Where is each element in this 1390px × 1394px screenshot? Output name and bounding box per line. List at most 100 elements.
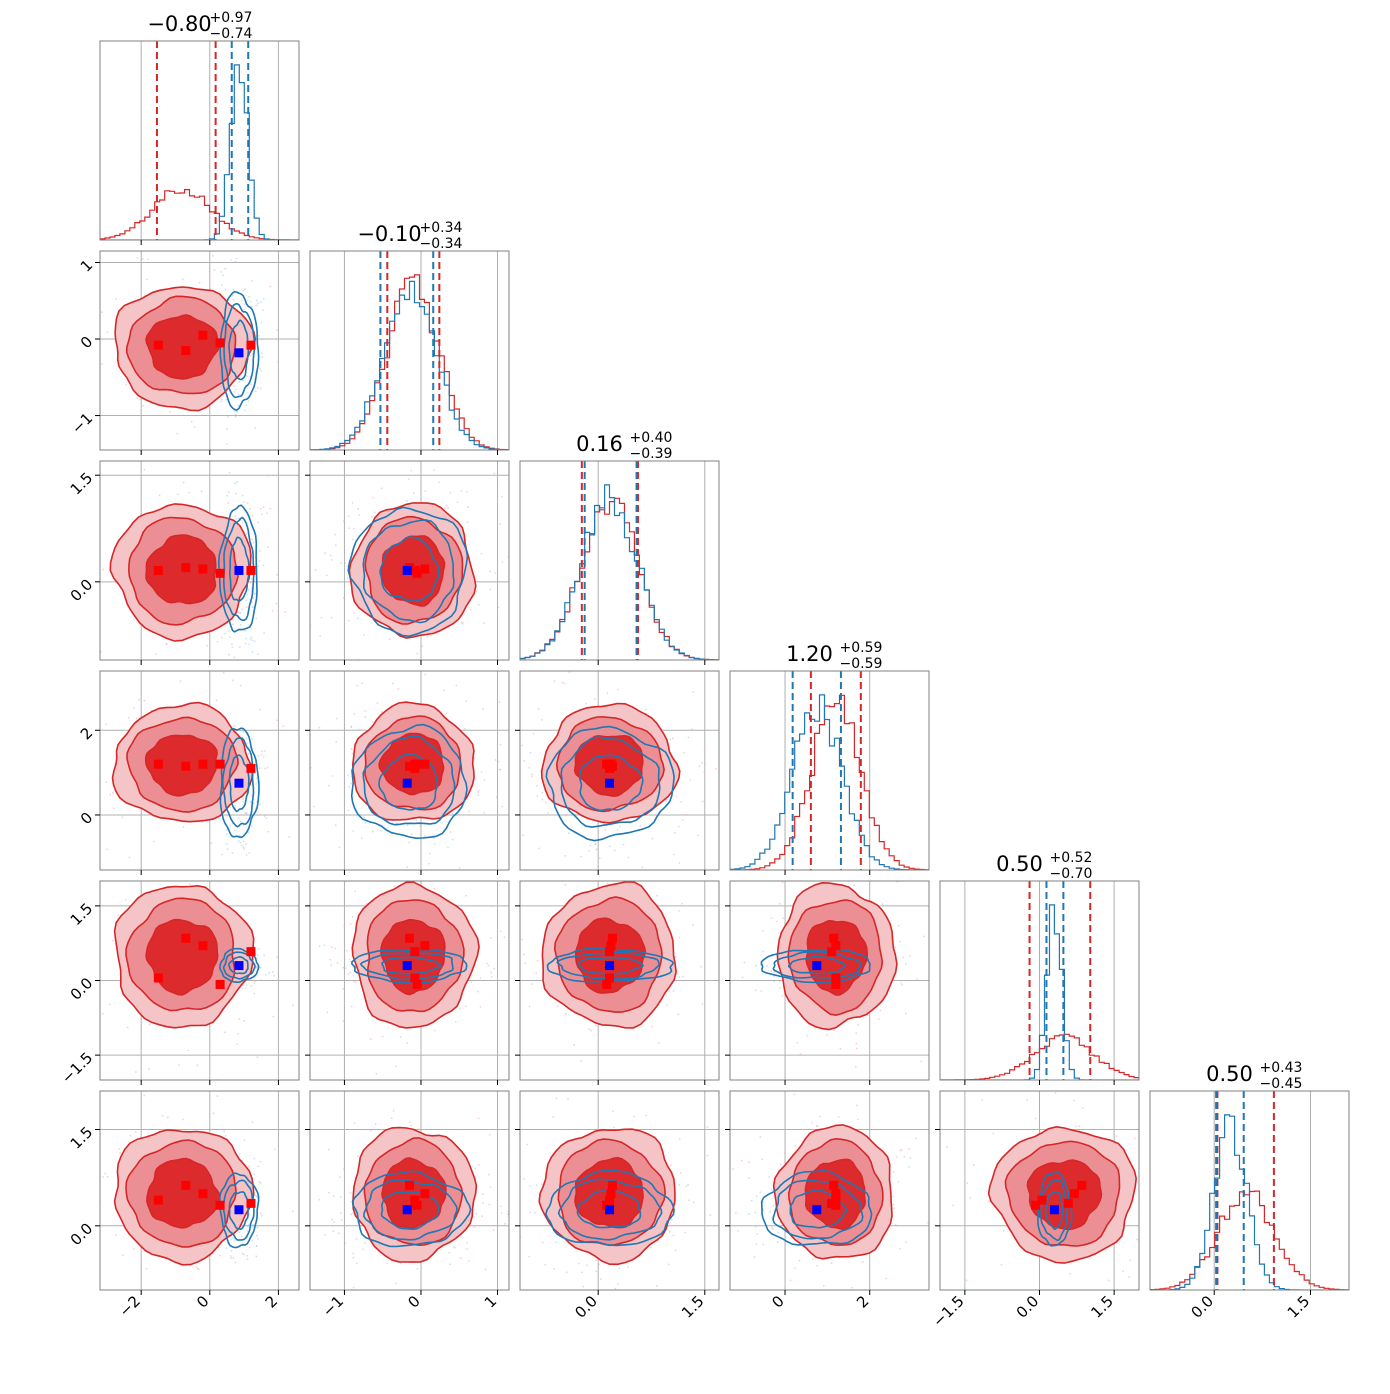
red-sample	[565, 1271, 568, 1274]
red-sample	[881, 903, 884, 905]
blue-sample	[260, 978, 263, 981]
blue-sample	[259, 301, 262, 304]
red-sample	[779, 1163, 782, 1165]
blue-sample	[830, 1262, 833, 1264]
red-sample	[684, 1231, 687, 1234]
red-sample	[208, 271, 211, 273]
red-sample	[460, 621, 463, 624]
red-sample	[701, 762, 703, 764]
red-sample	[134, 1071, 137, 1073]
blue-contour-line	[347, 506, 469, 638]
red-sample	[606, 882, 609, 885]
red-sample	[353, 865, 355, 867]
histogram-panel: −0.80+0.97−0.74	[99, 10, 300, 245]
red-sample	[564, 1012, 567, 1015]
red-sample	[353, 611, 355, 614]
red-sample	[904, 1012, 907, 1015]
red-sample	[181, 278, 184, 281]
blue-sample	[434, 842, 437, 845]
red-sample	[364, 710, 367, 712]
red-sample	[595, 1259, 597, 1262]
blue-marker	[402, 778, 412, 788]
blue-sample	[276, 956, 279, 959]
red-sample	[243, 1020, 246, 1022]
blue-sample	[674, 1203, 677, 1205]
blue-contour-line	[228, 754, 250, 813]
red-sample	[715, 767, 718, 770]
red-sample	[861, 1260, 864, 1263]
blue-sample	[673, 831, 676, 834]
red-contour-line	[125, 897, 236, 1012]
blue-sample	[254, 427, 257, 429]
red-sample	[102, 1176, 104, 1178]
panel-title-lower: −0.70	[1050, 866, 1093, 882]
blue-marker	[234, 348, 244, 358]
blue-sample	[352, 830, 355, 832]
blue-sample	[331, 1218, 334, 1221]
red-sample	[770, 917, 773, 919]
blue-sample	[358, 513, 361, 516]
red-sample	[580, 855, 582, 858]
red-sample	[900, 1148, 903, 1151]
blue-marker	[234, 565, 244, 575]
blue-histogram	[730, 694, 929, 870]
blue-sample	[645, 708, 647, 711]
red-sample	[169, 1300, 171, 1302]
panel-frame	[729, 670, 930, 871]
blue-sample	[266, 474, 269, 477]
red-sample	[418, 1128, 420, 1131]
red-contour-line	[145, 314, 220, 380]
y-tick-label: 0.0	[67, 1219, 97, 1249]
blue-sample	[593, 698, 596, 700]
blue-sample	[323, 944, 326, 947]
red-sample	[354, 890, 357, 893]
blue-sample	[256, 1238, 259, 1240]
red-sample	[580, 1060, 583, 1062]
y-tick-label: 0.0	[67, 575, 97, 605]
red-sample	[1153, 1174, 1155, 1176]
blue-sample	[313, 805, 315, 808]
red-contour-line	[351, 881, 480, 1029]
red-sample	[115, 298, 118, 300]
blue-sample	[258, 559, 261, 562]
blue-histogram	[1150, 1114, 1349, 1290]
blue-marker	[402, 565, 412, 575]
panel-title-upper: +0.59	[840, 640, 883, 656]
red-sample	[100, 363, 103, 366]
blue-sample	[259, 803, 261, 806]
panel-title: −0.10	[357, 222, 421, 246]
panel-content	[100, 41, 299, 240]
blue-sample	[777, 1231, 779, 1234]
red-sample	[412, 1088, 414, 1090]
blue-sample	[255, 782, 258, 785]
red-sample	[212, 254, 214, 257]
blue-sample	[253, 982, 256, 984]
blue-sample	[239, 611, 242, 614]
blue-sample	[597, 847, 599, 850]
red-sample	[343, 924, 346, 927]
red-contour-line	[805, 919, 869, 996]
blue-sample	[535, 784, 538, 787]
blue-sample	[349, 960, 352, 963]
y-tick-label: 0	[77, 333, 96, 352]
blue-sample	[292, 624, 294, 626]
red-sample	[193, 426, 196, 428]
blue-sample	[678, 1184, 681, 1186]
panel-content	[492, 881, 719, 1080]
red-sample	[1075, 1125, 1077, 1128]
red-sample	[701, 1002, 704, 1005]
blue-contour-line	[219, 290, 260, 411]
red-sample	[227, 502, 230, 505]
red-sample	[492, 1229, 495, 1232]
blue-sample	[226, 416, 229, 418]
blue-sample	[233, 390, 236, 393]
x-tick-label: −1	[319, 1292, 347, 1320]
blue-sample	[338, 846, 341, 849]
red-marker	[1063, 1198, 1073, 1208]
red-sample	[248, 1165, 251, 1168]
red-sample	[1159, 1243, 1161, 1245]
red-sample	[314, 569, 317, 571]
blue-sample	[259, 550, 261, 552]
red-sample	[492, 938, 494, 940]
red-marker	[606, 1189, 616, 1199]
